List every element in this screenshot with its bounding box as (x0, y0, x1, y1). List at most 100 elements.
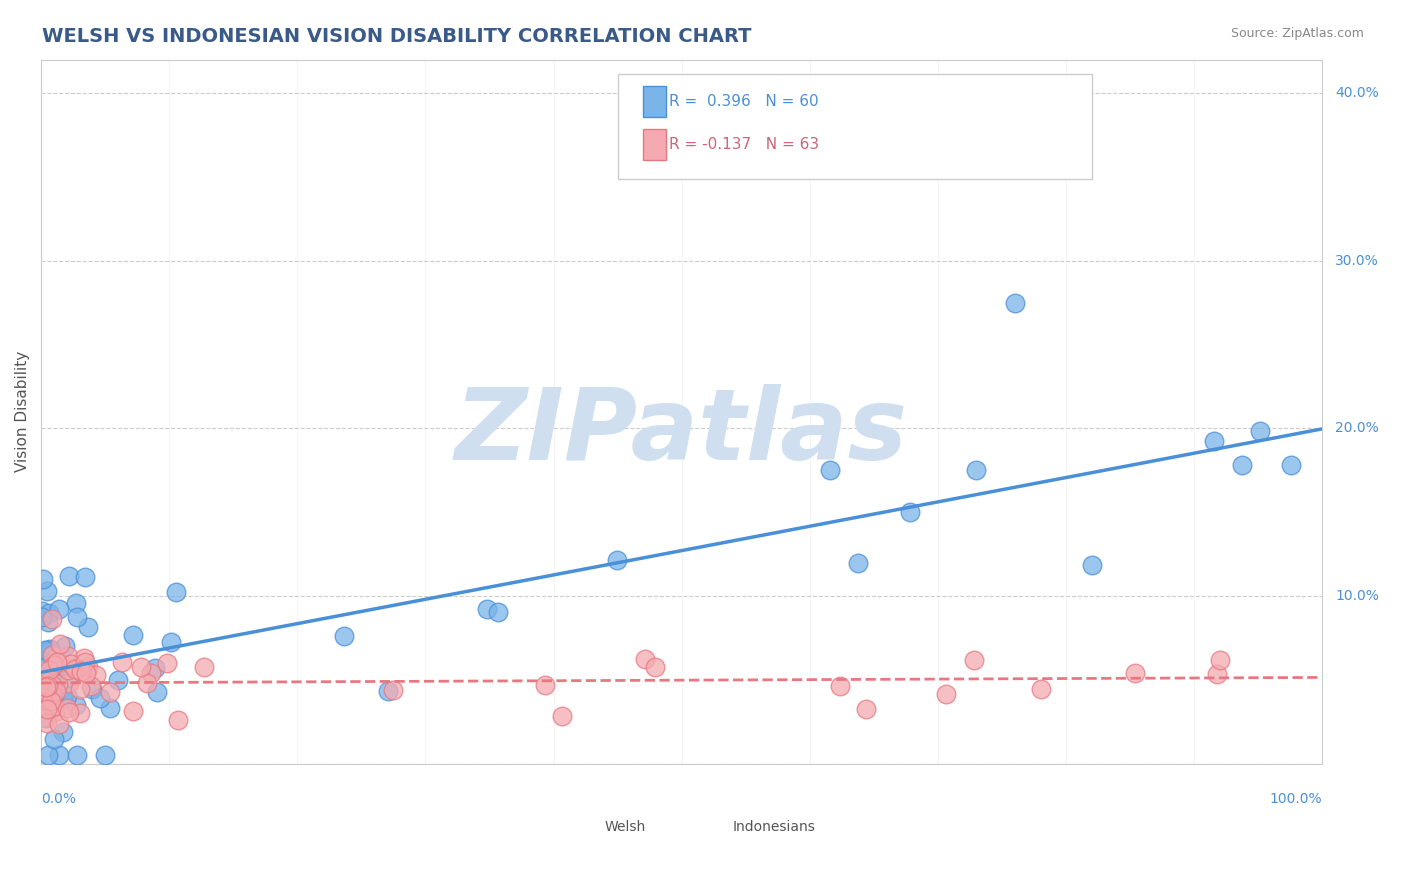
Point (35, 711, 58, 725)
Point (830, 679, 852, 693)
Point (75, 569, 97, 583)
Point (75, 665, 97, 680)
FancyBboxPatch shape (617, 74, 1091, 179)
Point (31, 604, 53, 618)
Point (39, 681, 62, 695)
Point (39, 694, 62, 708)
Point (41, 677, 63, 691)
Point (377, 684, 399, 698)
Point (58, 569, 80, 583)
Point (58, 675, 80, 690)
Point (31, 692, 53, 706)
Point (122, 628, 145, 642)
Point (141, 666, 163, 681)
Point (111, 655, 134, 669)
Point (1230, 458, 1253, 472)
Point (38, 641, 60, 656)
Point (46, 655, 69, 669)
FancyBboxPatch shape (643, 128, 666, 160)
Point (52, 725, 75, 739)
Point (100, 685, 122, 699)
Point (146, 685, 169, 699)
Point (66, 662, 89, 676)
Point (53, 639, 76, 653)
Point (56, 649, 79, 664)
Point (193, 660, 215, 674)
Text: Indonesians: Indonesians (733, 820, 815, 834)
Text: 100.0%: 100.0% (1270, 792, 1322, 805)
Point (45, 650, 67, 665)
Text: 0.0%: 0.0% (41, 792, 76, 805)
Point (31, 709, 53, 723)
Point (52, 690, 75, 705)
Point (38, 643, 60, 657)
Point (41, 687, 63, 701)
Text: WELSH VS INDONESIAN VISION DISABILITY CORRELATION CHART: WELSH VS INDONESIAN VISION DISABILITY CO… (42, 27, 752, 45)
Point (37, 715, 59, 730)
Point (475, 602, 498, 616)
Point (35, 701, 58, 715)
Point (44, 690, 66, 704)
Point (44, 674, 66, 689)
Point (59, 657, 82, 671)
Point (898, 505, 921, 519)
Point (35, 680, 58, 694)
Point (1004, 295, 1026, 310)
Point (48, 747, 70, 762)
Point (77, 620, 100, 634)
Point (42, 657, 65, 672)
Point (42, 700, 65, 714)
Point (65, 660, 87, 674)
Text: 10.0%: 10.0% (1334, 589, 1379, 603)
Point (107, 673, 129, 687)
Point (1249, 424, 1271, 438)
Point (1031, 681, 1053, 696)
Point (381, 682, 404, 697)
Point (37, 748, 59, 763)
Point (32, 645, 55, 659)
Point (70, 664, 93, 678)
Point (34, 680, 56, 694)
Point (73, 655, 96, 669)
Point (606, 553, 628, 567)
Text: Welsh: Welsh (605, 820, 645, 834)
Point (38, 606, 60, 620)
Point (332, 629, 354, 643)
Point (145, 661, 167, 675)
Point (935, 687, 957, 701)
Text: R =  0.396   N = 60: R = 0.396 N = 60 (669, 95, 818, 110)
Point (48, 677, 70, 691)
Point (84, 668, 107, 682)
Point (56, 663, 79, 677)
Point (44, 732, 66, 747)
Point (45, 684, 67, 698)
Point (1209, 653, 1232, 667)
Point (37, 615, 59, 629)
Point (159, 635, 181, 649)
Point (76, 660, 98, 674)
Text: 30.0%: 30.0% (1334, 253, 1379, 268)
Point (56, 689, 79, 703)
Point (965, 463, 987, 477)
Point (1123, 665, 1146, 680)
FancyBboxPatch shape (643, 87, 666, 118)
Point (1279, 458, 1302, 473)
Point (89, 691, 111, 706)
Point (41, 612, 63, 626)
Point (66, 610, 89, 624)
Text: 40.0%: 40.0% (1334, 87, 1379, 100)
Point (167, 713, 190, 727)
Text: ZIPatlas: ZIPatlas (456, 384, 908, 481)
Point (80, 682, 103, 697)
Point (1204, 434, 1226, 449)
Point (98, 701, 121, 715)
Point (35, 583, 58, 598)
FancyBboxPatch shape (579, 812, 602, 842)
Point (41, 693, 63, 707)
Point (65, 662, 87, 676)
Text: Source: ZipAtlas.com: Source: ZipAtlas.com (1230, 27, 1364, 40)
Point (69, 682, 91, 697)
Point (66, 748, 89, 763)
Point (37, 643, 59, 657)
Point (65, 698, 87, 712)
